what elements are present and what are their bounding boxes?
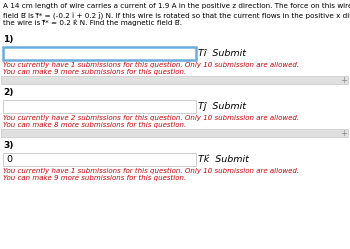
Text: A 14 cm length of wire carries a current of 1.9 A in the positive z direction. T: A 14 cm length of wire carries a current… [3,3,350,9]
Text: Tî  Submit: Tî Submit [198,49,246,58]
Text: 2): 2) [3,88,13,97]
Text: field B⃗ is f⃗* = (-0.2 î + 0.2 ĵ) N. If this wire is rotated so that the curren: field B⃗ is f⃗* = (-0.2 î + 0.2 ĵ) N. If… [3,11,350,18]
Text: 3): 3) [3,141,13,150]
Text: 0: 0 [6,155,12,164]
FancyBboxPatch shape [3,153,196,166]
Text: You currently have 2 submissions for this question. Only 10 submission are allow: You currently have 2 submissions for thi… [3,115,299,121]
Text: You currently have 1 submissions for this question. Only 10 submission are allow: You currently have 1 submissions for thi… [3,168,299,174]
Text: You can make 9 more submissions for this question.: You can make 9 more submissions for this… [3,175,186,181]
Text: You can make 8 more submissions for this question.: You can make 8 more submissions for this… [3,122,186,128]
Text: +: + [341,75,348,84]
Text: Tĵ  Submit: Tĵ Submit [198,102,246,111]
Text: Tk̂  Submit: Tk̂ Submit [198,155,249,164]
FancyBboxPatch shape [3,47,196,60]
Text: +: + [341,128,348,137]
Text: You can make 9 more submissions for this question.: You can make 9 more submissions for this… [3,69,186,75]
FancyBboxPatch shape [1,129,348,137]
FancyBboxPatch shape [1,76,348,84]
Text: You currently have 1 submissions for this question. Only 10 submission are allow: You currently have 1 submissions for thi… [3,62,299,68]
FancyBboxPatch shape [3,100,196,113]
Text: 1): 1) [3,35,13,44]
Text: the wire is f⃗* = 0.2 k̂ N. Find the magnetic field B⃗.: the wire is f⃗* = 0.2 k̂ N. Find the mag… [3,19,182,25]
